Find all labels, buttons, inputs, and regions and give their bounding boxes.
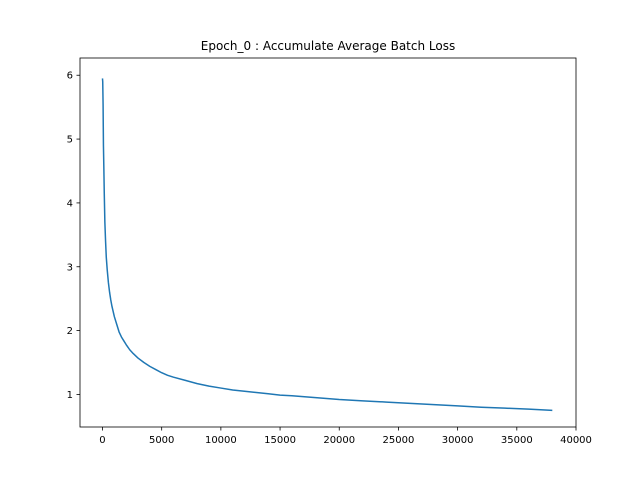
series-line-0 — [101, 78, 553, 412]
y-tick-label: 6 — [67, 71, 73, 82]
x-tick-label: 0 — [99, 435, 105, 446]
x-tick-label: 10000 — [205, 435, 237, 446]
x-tick-label: 25000 — [383, 435, 415, 446]
y-tick-label: 2 — [67, 326, 73, 337]
y-tick-label: 4 — [67, 198, 73, 209]
x-axis: 0 5000 10000 15000 20000 25000 30000 35000 40000 — [99, 427, 592, 446]
x-tick-label: 35000 — [501, 435, 533, 446]
x-tick-label: 40000 — [560, 435, 592, 446]
x-tick-label: 5000 — [149, 435, 174, 446]
plot-area — [101, 78, 553, 412]
chart-title: Epoch_0 : Accumulate Average Batch Loss — [201, 39, 455, 53]
y-tick-label: 3 — [67, 262, 73, 273]
x-tick-label: 15000 — [264, 435, 296, 446]
y-tick-label: 5 — [67, 135, 73, 146]
x-tick-label: 20000 — [323, 435, 355, 446]
axes-frame — [79, 57, 577, 428]
y-tick-label: 1 — [67, 390, 73, 401]
y-axis: 1 2 3 4 5 6 — [67, 71, 80, 401]
x-tick-label: 30000 — [442, 435, 474, 446]
